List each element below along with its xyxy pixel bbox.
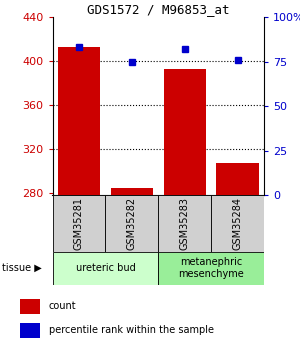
Text: GSM35283: GSM35283 [180, 197, 190, 250]
Bar [58, 47, 100, 195]
Bar [20, 299, 40, 314]
Bar [216, 163, 259, 195]
Text: GSM35282: GSM35282 [127, 197, 137, 250]
Bar [211, 195, 264, 252]
Bar [158, 252, 264, 285]
Text: percentile rank within the sample: percentile rank within the sample [49, 325, 214, 335]
Text: metanephric
mesenchyme: metanephric mesenchyme [178, 257, 244, 279]
Text: ureteric bud: ureteric bud [76, 263, 135, 273]
Bar [52, 195, 105, 252]
Text: GSM35281: GSM35281 [74, 197, 84, 250]
Bar [111, 188, 153, 195]
Text: count: count [49, 301, 76, 311]
Bar [164, 69, 206, 195]
Bar [52, 252, 158, 285]
Bar [105, 195, 158, 252]
Bar [20, 323, 40, 338]
Text: GSM35284: GSM35284 [232, 197, 243, 250]
Title: GDS1572 / M96853_at: GDS1572 / M96853_at [87, 3, 230, 16]
Text: tissue ▶: tissue ▶ [2, 263, 41, 273]
Bar [158, 195, 211, 252]
